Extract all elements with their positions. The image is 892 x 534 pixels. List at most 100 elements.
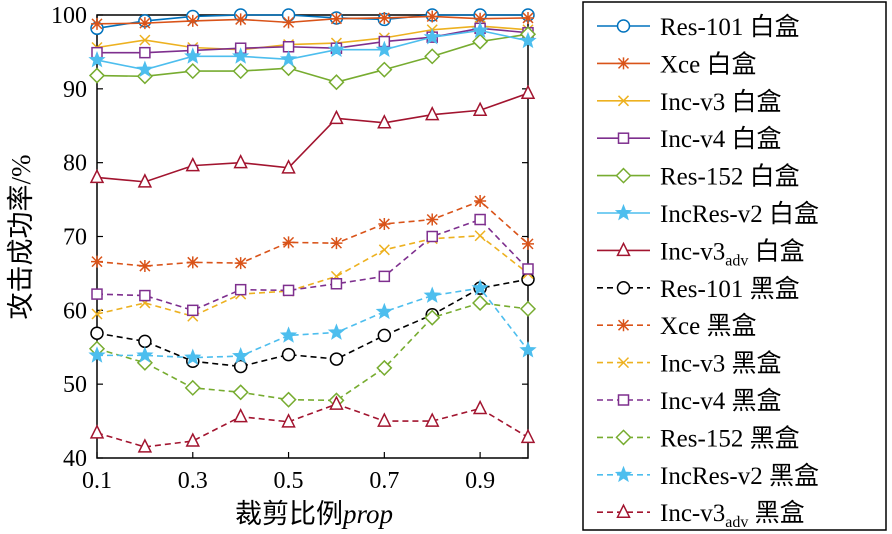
legend-label: Inc-v3 白盒 bbox=[660, 88, 782, 116]
data-point bbox=[282, 236, 295, 249]
legend-label: Inc-v3adv 白盒 bbox=[660, 237, 805, 269]
legend-marker bbox=[617, 95, 630, 107]
data-point bbox=[185, 432, 200, 447]
legend-entry: Xce 黑盒 bbox=[597, 312, 757, 340]
legend-marker bbox=[616, 281, 631, 295]
data-point bbox=[139, 46, 151, 59]
data-point bbox=[327, 323, 346, 340]
legend-label: Res-152 白盒 bbox=[660, 163, 800, 191]
series-line bbox=[96, 200, 529, 267]
x-tick-label: 0.1 bbox=[82, 468, 112, 494]
legend-marker bbox=[616, 503, 631, 518]
series-8 bbox=[91, 195, 534, 273]
y-tick-label: 100 bbox=[51, 3, 87, 29]
data-point bbox=[424, 48, 441, 65]
series-line bbox=[96, 302, 529, 402]
legend-entry: Inc-v4 白盒 bbox=[597, 125, 782, 153]
data-point bbox=[232, 347, 250, 364]
x-tick-label: 0.9 bbox=[465, 468, 495, 494]
x-axis-title: 裁剪比例prop bbox=[235, 499, 393, 529]
series-layer bbox=[88, 8, 537, 453]
x-tick-label: 0.5 bbox=[274, 468, 304, 494]
data-point bbox=[138, 260, 151, 273]
legend-label: Inc-v3adv 黑盒 bbox=[660, 499, 805, 531]
data-point bbox=[186, 256, 199, 269]
data-point bbox=[281, 347, 296, 362]
data-point bbox=[184, 47, 202, 64]
data-point bbox=[234, 13, 247, 26]
data-point bbox=[519, 300, 537, 317]
data-point bbox=[234, 257, 247, 270]
legend-label: IncRes-v2 黑盒 bbox=[660, 462, 819, 490]
data-point bbox=[136, 60, 154, 77]
data-point bbox=[138, 334, 152, 349]
legend-marker bbox=[615, 429, 632, 446]
legend-marker bbox=[615, 167, 632, 184]
series-line bbox=[96, 29, 529, 71]
series-line bbox=[96, 15, 529, 25]
series-5 bbox=[88, 21, 537, 77]
data-point bbox=[89, 168, 105, 184]
data-point bbox=[137, 438, 153, 453]
legend-box bbox=[582, 1, 887, 531]
data-point bbox=[426, 213, 439, 226]
data-point bbox=[91, 308, 103, 320]
data-point bbox=[279, 326, 298, 343]
data-point bbox=[474, 213, 486, 226]
legend-entry: Xce 白盒 bbox=[597, 50, 757, 78]
data-point bbox=[522, 11, 534, 24]
legend-marker bbox=[614, 203, 633, 221]
data-point bbox=[184, 348, 202, 365]
data-point bbox=[281, 159, 296, 174]
series-3 bbox=[91, 22, 534, 59]
series-line bbox=[96, 25, 529, 51]
data-point bbox=[329, 352, 344, 366]
legend-entry: Inc-v3adv 黑盒 bbox=[597, 499, 805, 531]
legend-entry: IncRes-v2 白盒 bbox=[597, 200, 819, 228]
data-point bbox=[233, 407, 248, 423]
legend-label: Res-152 黑盒 bbox=[660, 424, 800, 452]
data-point bbox=[377, 114, 392, 129]
data-point bbox=[426, 230, 438, 243]
series-line bbox=[96, 92, 529, 183]
series-line bbox=[96, 218, 529, 312]
data-point bbox=[329, 395, 344, 410]
legend-label: IncRes-v2 白盒 bbox=[660, 200, 819, 228]
data-point bbox=[472, 399, 488, 415]
data-point bbox=[139, 289, 151, 302]
legend-entry: Inc-v3adv 白盒 bbox=[597, 237, 805, 269]
data-point bbox=[328, 74, 345, 91]
data-point bbox=[472, 33, 489, 50]
series-11 bbox=[88, 294, 537, 409]
data-point bbox=[232, 63, 249, 80]
series-line bbox=[97, 27, 529, 54]
data-point bbox=[234, 283, 247, 296]
data-point bbox=[91, 17, 103, 30]
data-point bbox=[377, 412, 392, 427]
series-12 bbox=[88, 279, 537, 365]
data-point bbox=[521, 272, 535, 287]
data-point bbox=[187, 304, 199, 317]
legend-marker bbox=[614, 465, 633, 483]
data-point bbox=[519, 341, 537, 358]
data-point bbox=[375, 40, 393, 58]
y-tick-label: 40 bbox=[63, 446, 87, 472]
data-point bbox=[185, 156, 200, 172]
data-point bbox=[233, 359, 248, 374]
series-line bbox=[96, 234, 529, 318]
data-point bbox=[184, 379, 201, 396]
y-tick-label: 90 bbox=[63, 77, 87, 103]
legend-entry: Inc-v4 黑盒 bbox=[597, 387, 782, 415]
data-point bbox=[330, 12, 343, 25]
y-tick-label: 50 bbox=[63, 372, 87, 398]
data-point bbox=[426, 10, 439, 23]
legend-entry: Res-101 黑盒 bbox=[597, 275, 800, 303]
data-point bbox=[281, 413, 296, 428]
data-point bbox=[330, 278, 343, 290]
legend-entry: Res-152 黑盒 bbox=[597, 424, 800, 452]
data-point bbox=[520, 428, 536, 444]
x-tick-label: 0.7 bbox=[369, 468, 399, 494]
data-point bbox=[88, 67, 106, 84]
y-tick-label: 60 bbox=[63, 298, 87, 324]
series-line bbox=[96, 33, 529, 84]
